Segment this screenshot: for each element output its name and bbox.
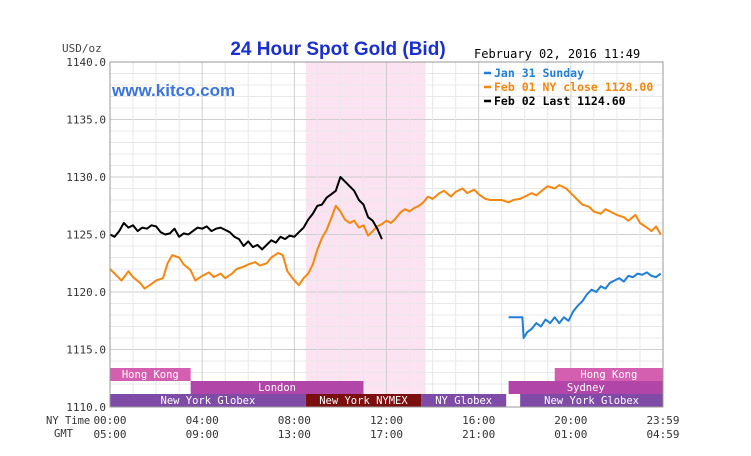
y-tick-label: 1110.0	[66, 401, 106, 414]
x-tick-label-ny: 00:00	[93, 414, 126, 427]
legend-entry: Feb 02 Last 1124.60	[494, 94, 626, 108]
session-bar	[508, 381, 663, 394]
session-bar	[110, 394, 306, 407]
y-tick-label: 1115.0	[66, 344, 106, 357]
session-label: London	[258, 382, 296, 394]
session-bar	[520, 394, 663, 407]
y-tick-label: 1140.0	[66, 56, 106, 69]
session-label: Hong Kong	[122, 369, 179, 381]
legend-entry: Feb 01 NY close 1128.00	[494, 80, 653, 94]
date-label: February 02, 2016 11:49	[474, 47, 640, 61]
y-tick-labels: 1110.0 1115.0 1120.0 1125.0 1130.0 1135.0 1140…	[66, 56, 106, 414]
x-tick-label-gmt: 09:00	[186, 428, 219, 441]
series-layer	[109, 176, 662, 339]
x-tick-label-ny: 23:59	[646, 414, 679, 427]
y-tick-label: 1125.0	[66, 229, 106, 242]
x-tick-label-gmt: 04:59	[646, 428, 679, 441]
session-bar	[305, 394, 422, 407]
y-tick-label: 1135.0	[66, 114, 106, 127]
x-tick-label-gmt: 13:00	[278, 428, 311, 441]
x-tick-label-gmt: 05:00	[93, 428, 126, 441]
series-line-0	[508, 271, 662, 339]
session-label: Sydney	[567, 382, 605, 394]
session-label: New York Globex	[544, 395, 639, 407]
y-tick-label: 1130.0	[66, 171, 106, 184]
x-tick-label-ny: 08:00	[278, 414, 311, 427]
chart-title: 24 Hour Spot Gold (Bid)	[230, 39, 445, 60]
series-line-1	[109, 184, 662, 290]
x-tick-label-ny: 20:00	[554, 414, 587, 427]
watermark-url: www.kitco.com	[111, 81, 235, 100]
session-bar	[506, 394, 521, 407]
plot-frame	[109, 61, 664, 408]
x-tick-label-gmt: 01:00	[554, 428, 587, 441]
x-tick-label-ny: 16:00	[462, 414, 495, 427]
session-bar	[421, 394, 507, 407]
session-label: New York NYMEX	[319, 395, 408, 407]
session-bar	[110, 368, 191, 381]
x-tick-label-gmt: 21:00	[462, 428, 495, 441]
gmt-row-label: GMT	[54, 428, 74, 440]
y-axis-unit-label: USD/oz	[62, 42, 102, 55]
session-label: NY Globex	[435, 395, 492, 407]
legend-entry: Jan 31 Sunday	[494, 66, 584, 80]
session-bar	[554, 368, 663, 381]
session-bar	[190, 381, 364, 394]
x-tick-label-ny: 12:00	[370, 414, 403, 427]
ny-time-row-label: NY Time	[46, 415, 90, 427]
x-tick-label-gmt: 17:00	[370, 428, 403, 441]
session-label: New York Globex	[161, 395, 256, 407]
session-label: Hong Kong	[580, 369, 637, 381]
y-tick-label: 1120.0	[66, 286, 106, 299]
series-line-2	[109, 176, 383, 251]
x-tick-label-ny: 04:00	[186, 414, 219, 427]
